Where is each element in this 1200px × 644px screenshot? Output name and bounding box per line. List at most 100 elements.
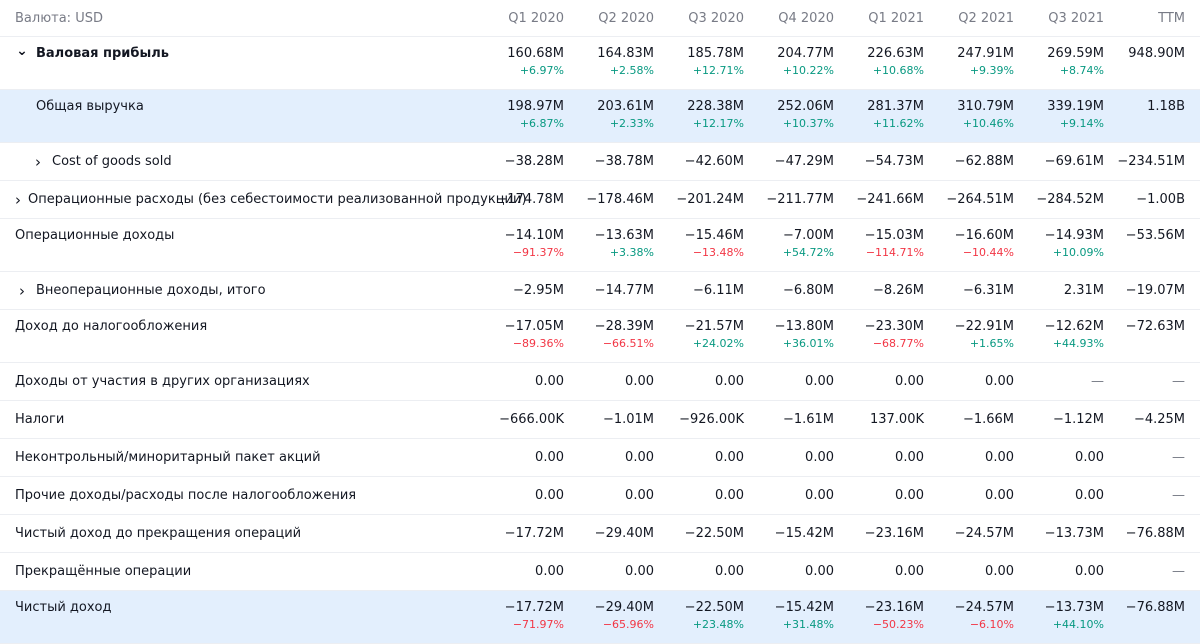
cell-value: 0.00 <box>535 450 564 465</box>
column-header-q2-2020: Q2 2020 <box>598 10 654 26</box>
cell-change-percent: +6.87% <box>519 117 564 130</box>
cell-q3-2021: −69.61M <box>1020 153 1110 170</box>
cell-ttm: −1.00B <box>1110 191 1200 208</box>
cell-q2-2021: −62.88M <box>930 153 1020 170</box>
cell-q2-2021: −264.51M <box>930 191 1020 208</box>
cell-value: −15.42M <box>774 526 834 541</box>
cell-change-percent: −114.71% <box>865 246 924 259</box>
cell-change-percent: +10.22% <box>782 64 834 77</box>
cell-value: −926.00K <box>679 412 744 427</box>
cell-value: 0.00 <box>985 488 1014 503</box>
cell-value: −53.56M <box>1125 228 1185 243</box>
cell-change-percent: +9.39% <box>969 64 1014 77</box>
column-header-ttm: TTM <box>1158 10 1185 26</box>
cell-value: −14.10M <box>504 228 564 243</box>
cell-change-percent: +2.33% <box>609 117 654 130</box>
chevron-right-icon[interactable]: › <box>15 190 21 209</box>
cell-change-percent: −50.23% <box>872 618 924 631</box>
cell-q2-2020: 0.00 <box>570 449 660 466</box>
cell-value: 281.37M <box>867 99 924 114</box>
cell-change-percent: −10.44% <box>962 246 1014 259</box>
cell-change-percent: +54.72% <box>782 246 834 259</box>
chevron-right-icon[interactable]: › <box>35 152 41 171</box>
chevron-down-icon[interactable]: ⌄ <box>16 42 28 59</box>
cell-value: 0.00 <box>535 564 564 579</box>
cell-value: −19.07M <box>1125 283 1185 298</box>
cell-q2-2020: −28.39M −66.51% <box>570 318 660 351</box>
cell-change-percent: −66.51% <box>602 337 654 350</box>
cell-q3-2020: 0.00 <box>660 563 750 580</box>
cell-value: −24.57M <box>954 526 1014 541</box>
cell-q4-2020: 0.00 <box>750 563 840 580</box>
cell-change-percent: +3.38% <box>609 246 654 259</box>
cell-q1-2020: −17.72M <box>480 525 570 542</box>
cell-value: — <box>1172 450 1185 465</box>
cell-q1-2020: −174.78M <box>480 191 570 208</box>
cell-q3-2020: 0.00 <box>660 373 750 390</box>
cell-q4-2020: −6.80M <box>750 282 840 299</box>
row-label: › Операционные расходы (без себестоимости… <box>0 190 527 209</box>
cell-value: 0.00 <box>1075 488 1104 503</box>
cell-ttm: −72.63M <box>1110 318 1200 335</box>
row-non-operating-income[interactable]: › Внеоперационные доходы, итого −2.95M −14.… <box>0 272 1200 310</box>
cell-value: 0.00 <box>985 374 1014 389</box>
row-label-text: Общая выручка <box>36 99 144 114</box>
cell-q1-2020: 198.97M +6.87% <box>480 98 570 131</box>
cell-value: −29.40M <box>594 526 654 541</box>
cell-change-percent: +44.10% <box>1052 618 1104 631</box>
row-operating-expenses[interactable]: › Операционные расходы (без себестоимости… <box>0 181 1200 219</box>
cell-ttm: −76.88M <box>1110 525 1200 542</box>
cell-q1-2020: −14.10M −91.37% <box>480 227 570 260</box>
cell-q1-2020: 0.00 <box>480 449 570 466</box>
row-label-text: Прочие доходы/расходы после налогообложе… <box>15 488 357 503</box>
cell-q4-2020: −211.77M <box>750 191 840 208</box>
row-label-text: Чистый доход до прекращения операций <box>15 526 302 541</box>
cell-value: −666.00K <box>499 412 564 427</box>
cell-q2-2020: −13.63M +3.38% <box>570 227 660 260</box>
cell-change-percent: +23.48% <box>692 618 744 631</box>
cell-change-percent: +11.62% <box>872 117 924 130</box>
cell-value: 164.83M <box>597 46 654 61</box>
column-header-q3-2020: Q3 2020 <box>688 10 744 26</box>
cell-q3-2020: −22.50M <box>660 525 750 542</box>
row-cost-of-goods-sold[interactable]: › Cost of goods sold −38.28M −38.78M −42.60M… <box>0 143 1200 181</box>
cell-change-percent: +6.97% <box>519 64 564 77</box>
chevron-right-icon[interactable]: › <box>19 281 25 300</box>
cell-value: — <box>1091 374 1104 389</box>
row-label-text: Операционные расходы (без себестоимости … <box>28 192 527 207</box>
cell-value: −234.51M <box>1117 154 1185 169</box>
cell-q1-2021: 281.37M +11.62% <box>840 98 930 131</box>
row-total-revenue: Общая выручка 198.97M +6.87% 203.61M +2.33% 2… <box>0 90 1200 143</box>
row-gross-profit[interactable]: ⌄ Валовая прибыль 160.68M +6.97% 164.83M +2.5… <box>0 37 1200 90</box>
cell-value: −1.66M <box>962 412 1014 427</box>
cell-q1-2021: −23.30M −68.77% <box>840 318 930 351</box>
cell-q3-2020: −42.60M <box>660 153 750 170</box>
row-label-text: Операционные доходы <box>15 228 175 243</box>
cell-q4-2020: 0.00 <box>750 449 840 466</box>
cell-value: 160.68M <box>507 46 564 61</box>
cell-value: 310.79M <box>957 99 1014 114</box>
cell-value: 0.00 <box>895 564 924 579</box>
cell-value: −29.40M <box>594 600 654 615</box>
cell-q3-2020: 0.00 <box>660 449 750 466</box>
cell-q3-2020: 185.78M +12.71% <box>660 45 750 78</box>
cell-value: 1.18B <box>1147 99 1185 114</box>
cell-q4-2020: −15.42M +31.48% <box>750 599 840 632</box>
cell-q1-2021: −8.26M <box>840 282 930 299</box>
cell-value: −76.88M <box>1125 600 1185 615</box>
cell-q1-2021: 137.00K <box>840 411 930 428</box>
cell-q2-2020: −1.01M <box>570 411 660 428</box>
cell-value: 269.59M <box>1047 46 1104 61</box>
cell-change-percent: +9.14% <box>1059 117 1104 130</box>
cell-ttm: — <box>1110 449 1200 466</box>
cell-change-percent: +2.58% <box>609 64 654 77</box>
cell-q2-2020: −29.40M −65.96% <box>570 599 660 632</box>
cell-value: 0.00 <box>895 450 924 465</box>
cell-change-percent: +31.48% <box>782 618 834 631</box>
row-label: Доходы от участия в других организациях <box>0 374 480 389</box>
cell-value: 137.00K <box>869 412 924 427</box>
cell-q3-2021: −14.93M +10.09% <box>1020 227 1110 260</box>
row-label-text: Неконтрольный/миноритарный пакет акций <box>15 450 321 465</box>
row-label: Прекращённые операции <box>0 564 480 579</box>
cell-value: −17.72M <box>504 600 564 615</box>
